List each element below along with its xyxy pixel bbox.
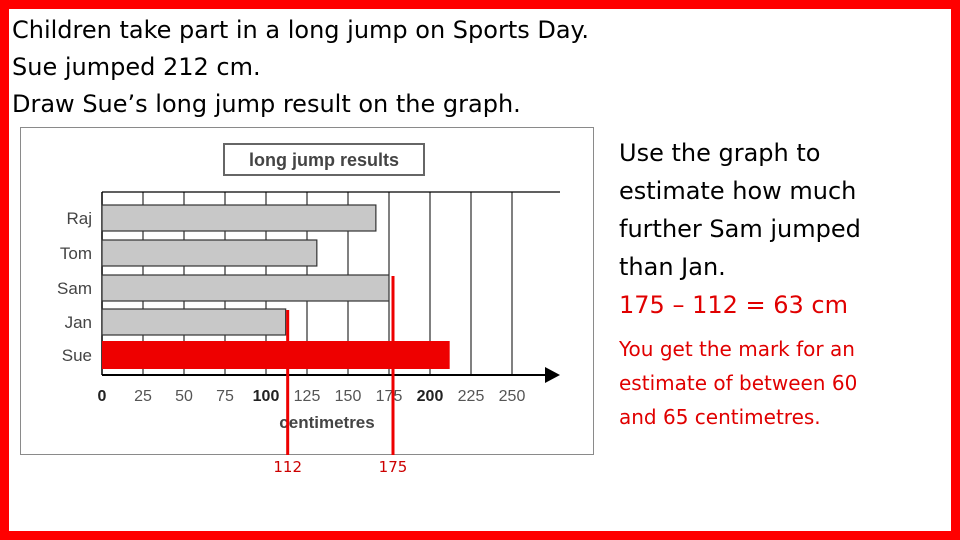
category-label-jan: Jan (65, 313, 92, 332)
mark-note: You get the mark for an estimate of betw… (619, 332, 919, 434)
marker-label-175: 175 (379, 458, 408, 476)
bar-sue (102, 341, 450, 369)
question-text: Children take part in a long jump on Spo… (12, 12, 589, 123)
x-tick-label: 200 (417, 388, 444, 405)
question-line-2: Sue jumped 212 cm. (12, 53, 261, 81)
x-tick-label: 0 (98, 388, 107, 405)
x-tick-label: 75 (216, 388, 234, 405)
note-line-3: and 65 centimetres. (619, 405, 821, 429)
note-line-2: estimate of between 60 (619, 371, 858, 395)
x-tick-label: 100 (253, 388, 280, 405)
x-tick-label: 150 (335, 388, 362, 405)
x-axis-label: centimetres (279, 413, 374, 432)
category-label-raj: Raj (66, 209, 92, 228)
x-tick-label: 125 (294, 388, 321, 405)
answer-panel: Use the graph to estimate how much furth… (619, 134, 919, 434)
question-line-3: Draw Sue’s long jump result on the graph… (12, 90, 521, 118)
chart-title: long jump results (249, 150, 399, 170)
bar-jan (101, 308, 287, 336)
x-tick-label: 250 (499, 388, 526, 405)
marker-label-112: 112 (273, 458, 302, 476)
bar-raj (101, 204, 377, 232)
prompt-line-1: Use the graph to (619, 139, 821, 167)
category-label-tom: Tom (60, 244, 92, 263)
x-tick-label: 225 (458, 388, 485, 405)
x-tick-label: 50 (175, 388, 193, 405)
x-tick-label: 175 (376, 388, 403, 405)
prompt-line-4: than Jan. (619, 253, 726, 281)
x-axis-arrow (545, 367, 560, 383)
category-label-sue: Sue (62, 346, 92, 365)
answer-text: 175 – 112 = 63 cm (619, 291, 848, 319)
category-label-sam: Sam (57, 279, 92, 298)
bar-tom (101, 239, 318, 267)
prompt-line-3: further Sam jumped (619, 215, 861, 243)
question-line-1: Children take part in a long jump on Spo… (12, 16, 589, 44)
prompt-line-2: estimate how much (619, 177, 857, 205)
x-tick-label: 25 (134, 388, 152, 405)
bar-sam (101, 274, 390, 302)
chart-title-box (223, 143, 425, 176)
note-line-1: You get the mark for an (619, 337, 855, 361)
